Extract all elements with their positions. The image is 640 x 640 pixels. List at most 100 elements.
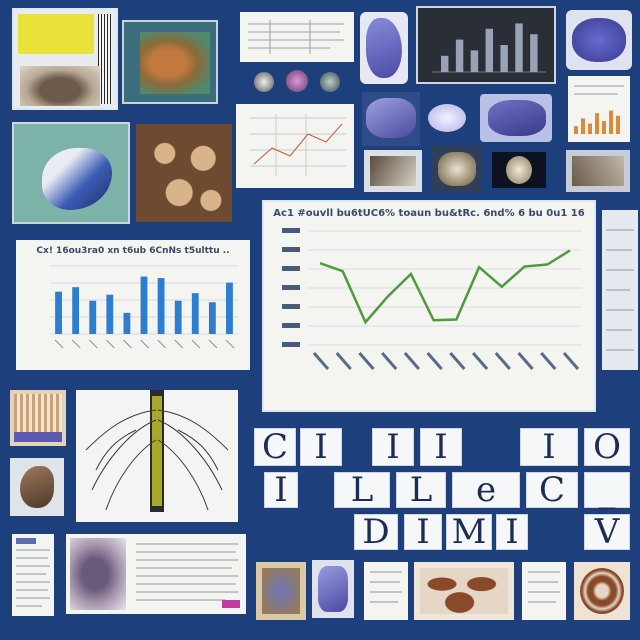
orange-chart-doc-tile[interactable]: [568, 76, 630, 142]
letter-card-r2-1[interactable]: I: [264, 470, 298, 510]
bottom-specimen-image-2: [318, 566, 348, 612]
dark-bar: [515, 23, 523, 72]
scatter-doc-plot: [250, 114, 346, 176]
x-tick-mark: [225, 339, 235, 349]
yellow-label: [18, 14, 94, 54]
letter-card-r3-3[interactable]: M: [446, 512, 492, 552]
x-tick-mark: [191, 339, 201, 349]
letter-card-r1-4[interactable]: I: [420, 427, 462, 467]
bar: [226, 282, 233, 334]
skull-specimen-image: [506, 156, 532, 184]
side-doc-strip[interactable]: [602, 210, 638, 370]
letter-card-r1-3[interactable]: I: [372, 427, 414, 467]
text-document-lines: [16, 538, 50, 607]
orange-bar: [609, 110, 613, 134]
plant-photo-tile[interactable]: [122, 20, 218, 104]
bar-chart-svg: [50, 265, 238, 349]
letter-card-r1-6[interactable]: O: [584, 427, 630, 467]
line-chart-svg: [282, 228, 582, 370]
bottom-doc-lines: [370, 571, 402, 603]
bottom-specimen-tile-3[interactable]: [414, 562, 514, 620]
article-page-tile[interactable]: [66, 534, 246, 614]
x-tick-mark: [54, 339, 64, 349]
purple-specimen-tile[interactable]: [360, 12, 408, 84]
blue-flower-illustration: [42, 148, 112, 210]
x-tick-mark: [157, 339, 167, 349]
specimen-photo-tile-a[interactable]: [364, 150, 422, 192]
bar: [72, 287, 80, 334]
orange-bar: [602, 121, 606, 134]
letter-card-r2-2[interactable]: L: [334, 470, 390, 510]
bottom-doc-tile[interactable]: [364, 562, 408, 620]
orange-bar: [574, 126, 578, 134]
bottom-doc-tile-2[interactable]: [522, 562, 566, 620]
letter-card-r1-5[interactable]: I: [520, 427, 578, 467]
bar-chart-panel[interactable]: Cx! 16ou3ra0 xn t6ub 6CnNs t5ulttu ..: [16, 240, 250, 370]
purple-bulb-image: [366, 98, 416, 138]
seed-pods-image: [420, 568, 508, 614]
fish-specimen-image: [20, 66, 100, 106]
scatter-doc-tile[interactable]: [236, 104, 354, 188]
text-document-tile[interactable]: [12, 534, 54, 616]
cross-section-image: [136, 124, 232, 222]
x-tick-label-mark: [540, 352, 557, 370]
x-tick-label-mark: [358, 352, 375, 370]
brown-specimen-tile[interactable]: [10, 458, 64, 516]
specimen-photo-tile-d[interactable]: [566, 150, 630, 192]
branch-specimen-image: [370, 156, 416, 186]
letter-card-r3-4[interactable]: I: [496, 512, 528, 552]
x-tick-mark: [71, 339, 81, 349]
y-tick-label-mark: [282, 285, 300, 290]
dark-bar: [530, 34, 538, 72]
line-chart-panel[interactable]: Ac1 #ouvll bu6tUC6% toaun bu&tRc. 6nd% 6…: [262, 200, 596, 412]
bottom-specimen-tile-2[interactable]: [312, 560, 354, 618]
x-tick-label-mark: [471, 352, 489, 370]
purple-photo-tile[interactable]: [362, 92, 420, 146]
x-tick-label-mark: [312, 352, 330, 370]
dark-bar: [441, 55, 449, 72]
bottom-specimen-tile-4[interactable]: [574, 562, 630, 620]
dark-bar-chart-tile[interactable]: [416, 6, 556, 84]
yellow-document-tile[interactable]: [12, 8, 118, 110]
letter-card-r3-2[interactable]: I: [404, 512, 442, 552]
bar: [140, 276, 148, 334]
letter-card-r1-1[interactable]: C: [254, 427, 296, 467]
shell-specimen-image: [438, 152, 476, 186]
letter-card-r2-3[interactable]: L: [396, 470, 446, 510]
coiled-specimen-image: [580, 568, 624, 614]
root-system-illustration: [85, 390, 229, 512]
table-doc-lines: [248, 20, 344, 54]
bar: [208, 302, 216, 334]
lungs-diagram-tile[interactable]: [76, 390, 238, 522]
specimen-photo-tile-c[interactable]: [492, 152, 546, 188]
seed-specimens-strip[interactable]: [248, 66, 354, 104]
letter-card-r2-5[interactable]: C: [526, 470, 578, 510]
x-tick-mark: [106, 339, 115, 349]
purple-specimen-tile-2[interactable]: [566, 10, 632, 70]
letter-card-r2-6[interactable]: _: [584, 470, 630, 510]
animal-photo: [70, 538, 126, 610]
dark-bar: [500, 45, 508, 72]
purple-tissue-tile[interactable]: [480, 94, 552, 142]
plant-drawing-tile[interactable]: [12, 122, 130, 224]
letter-card-r3-5[interactable]: V: [584, 512, 630, 552]
table-doc-tile-small[interactable]: [240, 12, 354, 62]
pink-accent-mark: [222, 600, 240, 608]
bottom-specimen-tile-1[interactable]: [256, 562, 306, 620]
lavender-dish-tile[interactable]: [424, 100, 470, 136]
x-tick-label-mark: [335, 352, 352, 370]
bottom-specimen-image-1: [262, 568, 300, 614]
barcode: [98, 14, 112, 104]
specimen-photo-tile-b[interactable]: [432, 146, 482, 192]
dark-bar: [455, 39, 464, 72]
y-tick-label-mark: [282, 342, 300, 347]
letter-card-r2-4[interactable]: e: [452, 470, 520, 510]
orange-bar: [595, 113, 599, 134]
dark-bar-chart: [432, 23, 546, 73]
letter-card-r1-2[interactable]: I: [300, 427, 342, 467]
side-doc-lines: [606, 229, 634, 351]
test-tube-rack-tile[interactable]: [10, 390, 66, 446]
letter-card-r3-1[interactable]: D: [354, 512, 398, 552]
root-cross-sections-tile[interactable]: [136, 124, 232, 222]
y-tick-label-mark: [282, 247, 300, 252]
